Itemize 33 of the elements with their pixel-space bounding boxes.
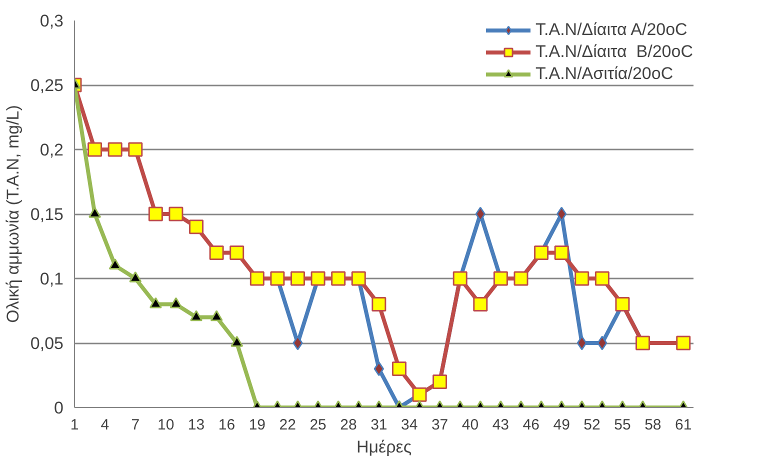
- x-tick-label: 10: [157, 416, 174, 434]
- x-tick-label: 13: [188, 416, 205, 434]
- x-tick-label: 1: [70, 416, 79, 434]
- y-tick-label: 0,15: [30, 205, 64, 224]
- y-axis-title: Ολική αμμωνία (T.A.N, mg/L): [3, 105, 22, 323]
- x-axis-title: Ημέρες: [356, 438, 412, 456]
- legend-label: T.A.N/Δίαιτα Β/20oC: [536, 42, 693, 62]
- x-tick-label: 49: [553, 416, 570, 434]
- y-tick-label: 0,2: [40, 140, 64, 160]
- x-tick-label: 34: [401, 416, 418, 434]
- y-tick-label: 0,1: [40, 270, 64, 288]
- y-tick-label: 0,3: [40, 12, 64, 30]
- x-tick-label: 16: [218, 416, 236, 434]
- x-tick-label: 19: [248, 416, 266, 434]
- x-tick-label: 28: [340, 416, 357, 434]
- y-tick-label: 0,25: [30, 76, 64, 95]
- legend-label: T.A.N/Ασιτία/20oC: [536, 64, 674, 84]
- x-tick-label: 25: [310, 416, 326, 434]
- x-tick-label: 4: [100, 416, 110, 434]
- x-tick-label: 7: [131, 416, 140, 434]
- x-tick-label: 61: [675, 416, 692, 434]
- x-tick-label: 43: [492, 416, 510, 434]
- x-tick-label: 37: [431, 416, 448, 434]
- x-tick-label: 40: [462, 416, 479, 434]
- x-tick-label: 46: [522, 416, 540, 434]
- x-tick-label: 22: [279, 416, 296, 434]
- x-tick-label: 31: [370, 416, 388, 434]
- legend-label: T.A.N/Δίαιτα Α/20oC: [536, 20, 688, 40]
- x-tick-label: 58: [644, 416, 662, 434]
- x-tick-label: 52: [584, 416, 600, 434]
- y-tick-label: 0,05: [30, 334, 64, 353]
- y-tick-label: 0: [54, 398, 64, 418]
- x-tick-label: 55: [614, 416, 631, 434]
